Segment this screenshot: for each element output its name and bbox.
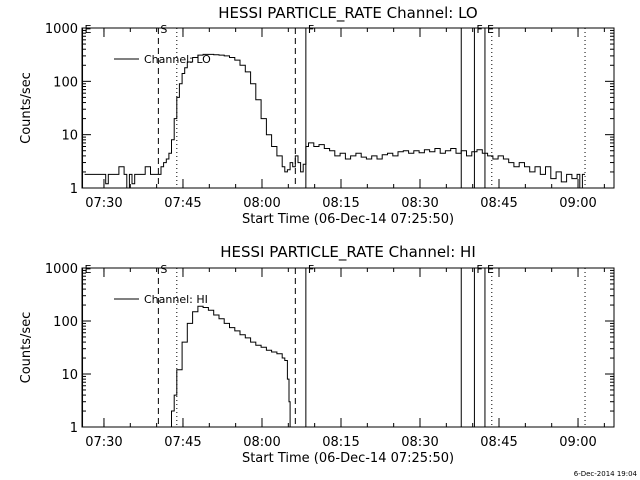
y-tick-label: 1000	[45, 22, 78, 37]
plot-frame	[81, 27, 615, 189]
y-tick-label: 10	[61, 129, 78, 144]
x-tick-label: 08:15	[322, 196, 359, 211]
chart-title: HESSI PARTICLE_RATE Channel: HI	[220, 243, 476, 262]
x-tick-label: 07:30	[85, 435, 122, 450]
x-tick-label: 07:45	[164, 435, 201, 450]
y-tick-label: 1	[70, 182, 78, 197]
event-marker-label: F	[308, 23, 314, 36]
event-marker-label: E	[85, 23, 92, 36]
event-marker-label: E	[85, 263, 92, 276]
x-axis-label: Start Time (06-Dec-14 07:25:50)	[242, 212, 454, 227]
legend-label: Channel: HI	[144, 293, 208, 306]
y-axis-label: Counts/sec	[19, 72, 34, 144]
x-tick-label: 08:45	[480, 196, 517, 211]
x-tick-label: 08:30	[401, 435, 438, 450]
chart-panel-lo: HESSI PARTICLE_RATE Channel: LO 1 10 100 100…	[19, 4, 615, 227]
y-tick-label: 1	[70, 421, 78, 436]
event-marker-label: F	[476, 23, 482, 36]
chart-panel-hi: HESSI PARTICLE_RATE Channel: HI 1 10 100 100…	[19, 243, 615, 466]
y-tick-label: 1000	[45, 262, 78, 277]
y-tick-label: 100	[53, 315, 78, 330]
event-marker-label: E	[487, 263, 494, 276]
footer-timestamp: 6-Dec-2014 19:04	[574, 470, 638, 478]
x-tick-label: 07:30	[85, 196, 122, 211]
plot-frame	[81, 267, 615, 428]
event-marker-label: E	[487, 23, 494, 36]
y-axis-label: Counts/sec	[19, 312, 34, 384]
event-marker-label: S	[160, 263, 167, 276]
x-tick-label: 08:00	[243, 196, 280, 211]
event-marker-label: F	[308, 263, 314, 276]
y-tick-label: 10	[61, 368, 78, 383]
series-line	[168, 305, 291, 428]
x-tick-label: 08:00	[243, 435, 280, 450]
x-tick-label: 08:45	[480, 435, 517, 450]
x-tick-label: 09:00	[559, 196, 596, 211]
event-marker-label: F	[476, 263, 482, 276]
x-tick-label: 07:45	[164, 196, 201, 211]
series-line	[84, 53, 585, 189]
legend-label: Channel: LO	[144, 53, 211, 66]
x-tick-label: 08:15	[322, 435, 359, 450]
x-tick-label: 08:30	[401, 196, 438, 211]
event-marker-label: S	[160, 23, 167, 36]
y-tick-label: 100	[53, 75, 78, 90]
x-axis-label: Start Time (06-Dec-14 07:25:50)	[242, 451, 454, 466]
chart-title: HESSI PARTICLE_RATE Channel: LO	[218, 4, 477, 23]
x-tick-label: 09:00	[559, 435, 596, 450]
